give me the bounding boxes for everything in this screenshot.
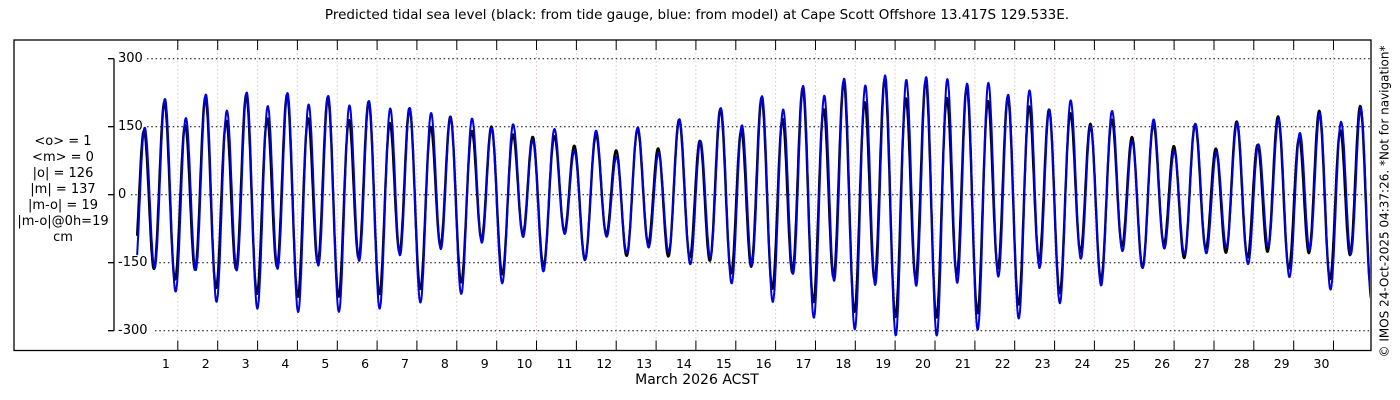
x-tick-label: 29 <box>1273 356 1290 371</box>
x-tick-label: 16 <box>755 356 772 371</box>
x-tick-label: 12 <box>596 356 613 371</box>
stat-abs-model: |m| = 137 <box>30 182 96 197</box>
x-tick-label: 23 <box>1034 356 1051 371</box>
stat-abs-diff: |m-o| = 19 <box>27 198 98 213</box>
x-tick-label: 5 <box>321 356 330 371</box>
stats-panel: <o> = 1 <m> = 0 |o| = 126 |m| = 137 |m-o… <box>12 134 114 246</box>
x-tick-label: 21 <box>954 356 971 371</box>
x-tick-label: 26 <box>1154 356 1171 371</box>
y-tick-label: -150 <box>118 255 148 270</box>
x-tick-label: 2 <box>201 356 210 371</box>
y-tick-label: -300 <box>118 323 148 338</box>
x-tick-label: 30 <box>1313 356 1330 371</box>
x-tick-label: 11 <box>556 356 573 371</box>
x-tick-label: 13 <box>636 356 653 371</box>
x-tick-label: 3 <box>241 356 250 371</box>
x-tick-label: 17 <box>795 356 812 371</box>
x-tick-label: 22 <box>994 356 1011 371</box>
plot-frame <box>13 39 1372 352</box>
x-tick-label: 20 <box>915 356 931 371</box>
chart-title: Predicted tidal sea level (black: from t… <box>324 7 1070 23</box>
model-series-path <box>136 74 1370 337</box>
stat-abs-obs: |o| = 126 <box>32 166 94 181</box>
y-tick-label: 300 <box>118 51 143 66</box>
x-tick-label: 10 <box>516 356 533 371</box>
y-tick-label: 150 <box>118 119 143 134</box>
x-tick-label: 24 <box>1074 356 1091 371</box>
imos-copyright-watermark: © IMOS 24-Oct-2025 04:37:26. *Not for na… <box>1377 45 1392 358</box>
x-tick-label: 27 <box>1194 356 1210 371</box>
x-tick-label: 19 <box>875 356 892 371</box>
x-tick-label: 6 <box>361 356 370 371</box>
x-tick-label: 8 <box>440 356 449 371</box>
y-tick-label: 0 <box>118 187 127 202</box>
stat-mean-obs: <o> = 1 <box>34 134 92 149</box>
stat-unit: cm <box>53 230 73 245</box>
x-axis-label: March 2026 ACST <box>635 372 759 388</box>
stat-mean-model: <m> = 0 <box>32 150 94 165</box>
x-tick-label: 25 <box>1114 356 1131 371</box>
x-tick-label: 15 <box>715 356 732 371</box>
stat-abs-diff-0h: |m-o|@0h=19 <box>17 214 109 229</box>
x-tick-label: 18 <box>835 356 852 371</box>
x-tick-label: 28 <box>1233 356 1250 371</box>
x-tick-label: 9 <box>480 356 489 371</box>
x-tick-label: 14 <box>675 356 692 371</box>
x-tick-label: 4 <box>281 356 290 371</box>
x-tick-label: 1 <box>161 356 170 371</box>
x-tick-label: 7 <box>401 356 409 371</box>
